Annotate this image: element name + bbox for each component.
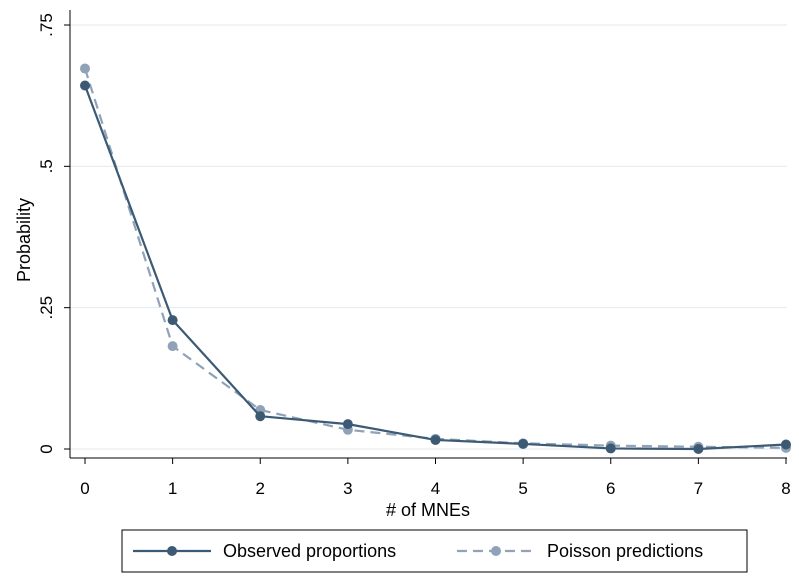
legend-label: Observed proportions bbox=[223, 541, 396, 561]
y-tick-label: .5 bbox=[37, 159, 56, 173]
x-tick-label: 2 bbox=[256, 479, 265, 498]
legend-item: Poisson predictions bbox=[457, 541, 703, 561]
y-axis-title: Probability bbox=[14, 198, 34, 282]
series-1 bbox=[80, 63, 791, 453]
legend-item: Observed proportions bbox=[133, 541, 396, 561]
x-tick-label: 1 bbox=[168, 479, 177, 498]
legend-items: Observed proportions Poisson predictions bbox=[133, 541, 703, 561]
x-tick-label: 0 bbox=[80, 479, 89, 498]
x-tick-label: 6 bbox=[606, 479, 615, 498]
data-point bbox=[80, 80, 90, 91]
grid-lines bbox=[70, 24, 787, 450]
y-tick-label: .75 bbox=[37, 13, 56, 37]
legend-label: Poisson predictions bbox=[547, 541, 703, 561]
data-point bbox=[781, 439, 791, 450]
data-point bbox=[167, 315, 178, 326]
series-line bbox=[83, 68, 787, 449]
data-point bbox=[518, 438, 529, 449]
x-tick-label: 7 bbox=[694, 479, 703, 498]
data-point bbox=[255, 411, 266, 422]
series-line bbox=[83, 85, 787, 451]
axes: 0 .25 .5 .75 0 1 2 3 4 5 6 7 8 bbox=[37, 10, 791, 498]
legend-box bbox=[121, 529, 748, 573]
series-layer bbox=[80, 63, 791, 454]
x-tick-label: 4 bbox=[431, 479, 440, 498]
data-point bbox=[693, 444, 704, 454]
series-0 bbox=[80, 80, 791, 454]
data-point bbox=[167, 341, 178, 352]
y-tick-label: 0 bbox=[37, 444, 56, 453]
y-tick-label: .25 bbox=[37, 296, 56, 320]
x-tick-label: 5 bbox=[518, 479, 527, 498]
legend-swatch-marker bbox=[167, 546, 177, 556]
data-point bbox=[80, 63, 90, 74]
data-point bbox=[605, 443, 616, 454]
x-tick-label: 3 bbox=[343, 479, 352, 498]
data-point bbox=[342, 419, 353, 430]
x-axis-title: # of MNEs bbox=[386, 500, 470, 520]
legend-swatch-marker bbox=[491, 546, 501, 556]
x-tick-label: 8 bbox=[781, 479, 790, 498]
legend: Observed proportions Poisson predictions bbox=[121, 529, 748, 573]
data-point bbox=[430, 434, 441, 445]
